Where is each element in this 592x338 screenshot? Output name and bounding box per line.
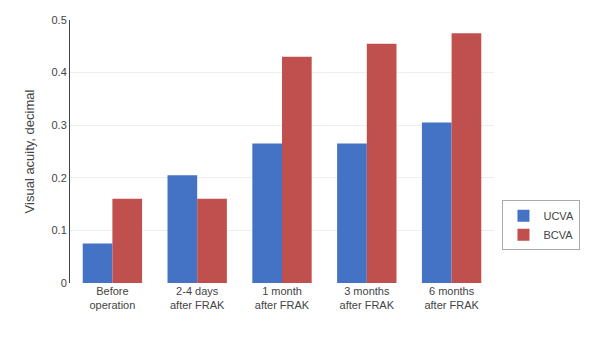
svg-text:UCVA: UCVA	[543, 210, 573, 222]
svg-text:0: 0	[61, 277, 67, 289]
svg-text:2-4 daysafter FRAK: 2-4 daysafter FRAK	[170, 285, 225, 311]
svg-text:BCVA: BCVA	[543, 229, 573, 241]
svg-text:3 monthsafter FRAK: 3 monthsafter FRAK	[340, 285, 395, 311]
svg-text:Beforeoperation: Beforeoperation	[89, 285, 135, 311]
svg-text:6 monthsafter FRAK: 6 monthsafter FRAK	[424, 285, 479, 311]
svg-text:0.1: 0.1	[52, 224, 67, 236]
svg-text:Visual acuity, decimal: Visual acuity, decimal	[22, 89, 37, 213]
svg-text:0.2: 0.2	[52, 172, 67, 184]
svg-text:0.5: 0.5	[52, 14, 67, 26]
svg-text:0.4: 0.4	[52, 66, 67, 78]
svg-text:0.3: 0.3	[52, 119, 67, 131]
svg-text:1 monthafter FRAK: 1 monthafter FRAK	[255, 285, 310, 311]
